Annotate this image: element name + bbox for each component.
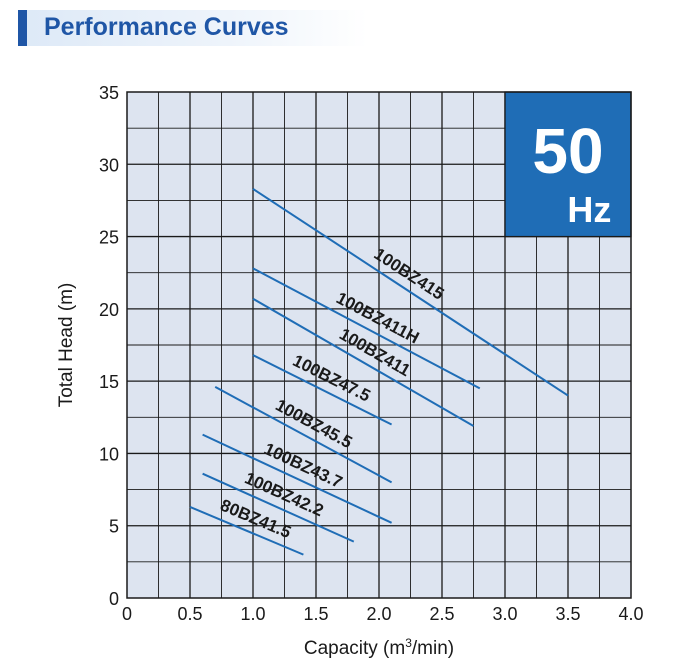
page-title: Performance Curves <box>44 13 289 41</box>
y-axis-label: Total Head (m) <box>56 283 77 408</box>
frequency-unit: Hz <box>567 189 611 230</box>
y-tick-label: 25 <box>99 228 119 248</box>
x-tick-label: 1.5 <box>303 604 328 624</box>
y-tick-label: 10 <box>99 444 119 464</box>
title-accent-bar <box>18 10 27 46</box>
y-tick-label: 0 <box>109 589 119 609</box>
x-tick-label: 3.0 <box>492 604 517 624</box>
x-axis-label: Capacity (m3/min) <box>304 636 454 659</box>
frequency-value: 50 <box>532 115 603 187</box>
y-tick-label: 30 <box>99 155 119 175</box>
y-tick-label: 20 <box>99 300 119 320</box>
y-axis-ticks: 0 5 10 15 20 25 30 35 <box>99 83 119 609</box>
x-axis-label-tail: /min) <box>412 638 454 659</box>
curve-100bz47-5 <box>252 354 393 426</box>
performance-curves <box>189 188 569 556</box>
curve-100bz415 <box>252 188 569 397</box>
x-axis-ticks: 0 0.5 1.0 1.5 2.0 2.5 3.0 3.5 4.0 <box>122 604 644 624</box>
curve-80bz41-5 <box>189 505 304 556</box>
x-tick-label: 1.0 <box>240 604 265 624</box>
curve-100bz411h <box>252 267 481 390</box>
curve-100bz43-7 <box>202 433 393 524</box>
x-tick-label: 0.5 <box>177 604 202 624</box>
y-tick-label: 35 <box>99 83 119 103</box>
curve-100bz42-2 <box>202 472 355 543</box>
x-axis-label-main: Capacity (m <box>304 638 405 659</box>
x-tick-label: 2.5 <box>429 604 454 624</box>
x-tick-label: 0 <box>122 604 132 624</box>
title-banner: Performance Curves <box>18 10 368 46</box>
x-tick-label: 2.0 <box>366 604 391 624</box>
x-tick-label: 3.5 <box>555 604 580 624</box>
curve-100bz411 <box>252 297 474 427</box>
curve-100bz45-5 <box>214 386 393 484</box>
y-tick-label: 15 <box>99 372 119 392</box>
frequency-badge: 50 Hz <box>504 91 632 238</box>
y-tick-label: 5 <box>109 517 119 537</box>
x-tick-label: 4.0 <box>618 604 643 624</box>
plot-border <box>126 91 632 599</box>
x-axis-label-superscript: 3 <box>405 636 412 650</box>
frequency-badge-box <box>504 91 632 238</box>
